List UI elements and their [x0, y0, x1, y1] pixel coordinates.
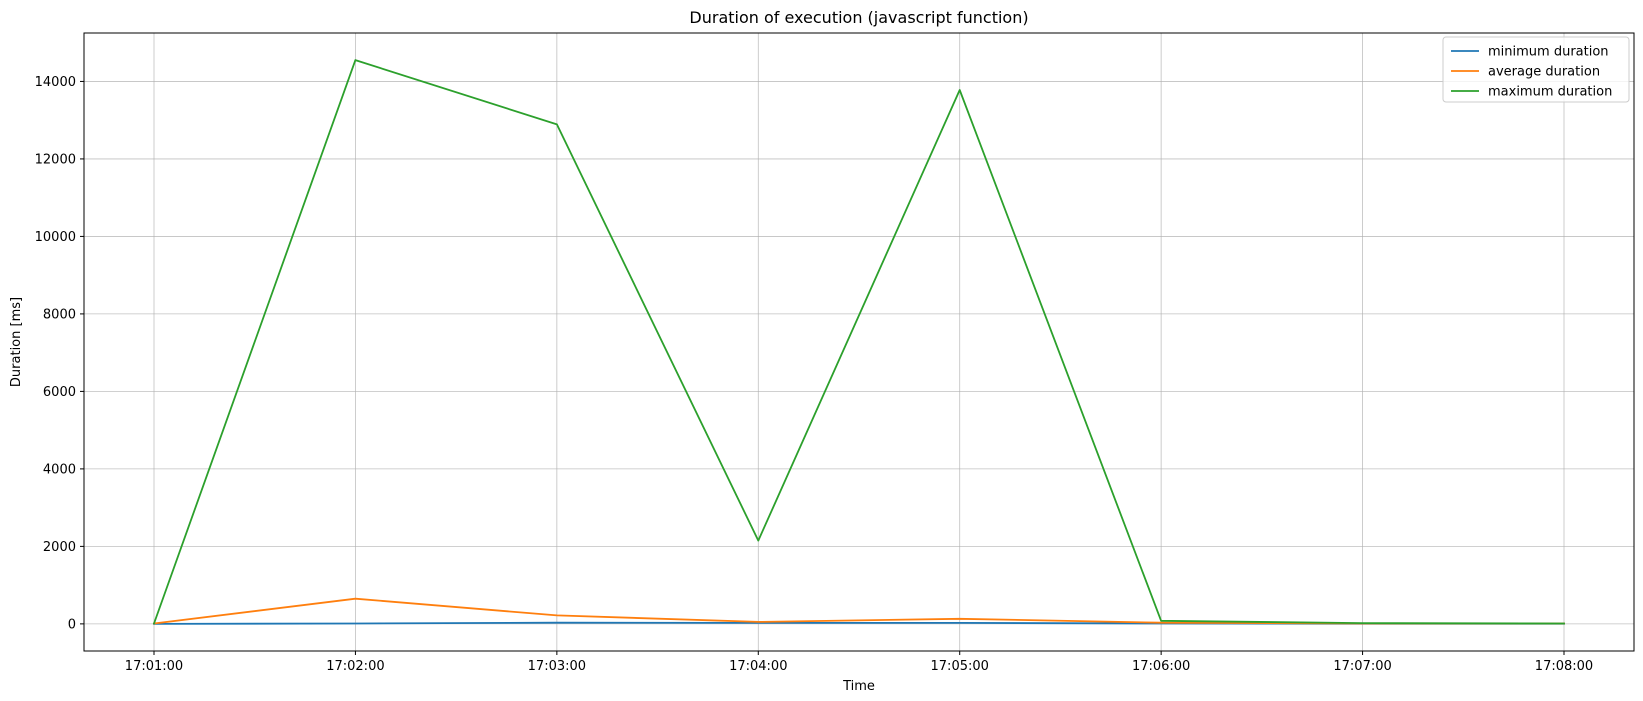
legend: minimum duration average duration maximum … — [1442, 36, 1630, 103]
series-line-maximum-duration — [152, 59, 1565, 625]
y-tick-label: 6000 — [43, 385, 76, 400]
y-tick-label: 4000 — [43, 462, 76, 477]
y-tick-label: 10000 — [35, 230, 76, 245]
y-axis-label: Duration [ms] — [9, 297, 24, 387]
legend-entry: maximum duration — [1488, 85, 1612, 100]
x-tick-label: 17:03:00 — [528, 659, 586, 674]
y-tick-label: 2000 — [43, 540, 76, 555]
plot-frame — [83, 32, 1635, 652]
x-tick-label: 17:02:00 — [326, 659, 384, 674]
plot-background — [84, 33, 1634, 651]
y-tick-label: 0 — [68, 617, 76, 632]
axis-ticks: 17:01:00 17:02:00 17:03:00 17:04:00 17:05:00… — [35, 75, 1594, 674]
x-axis-label: Time — [842, 679, 875, 694]
y-tick-label: 14000 — [35, 75, 76, 90]
legend-box — [1442, 36, 1630, 103]
x-tick-label: 17:01:00 — [125, 659, 183, 674]
x-tick-label: 17:05:00 — [931, 659, 989, 674]
legend-entry: minimum duration — [1488, 45, 1609, 60]
series-lines — [152, 59, 1565, 625]
x-tick-label: 17:06:00 — [1132, 659, 1190, 674]
x-tick-label: 17:08:00 — [1535, 659, 1593, 674]
legend-entry: average duration — [1488, 65, 1600, 80]
x-tick-label: 17:04:00 — [729, 659, 787, 674]
x-tick-label: 17:07:00 — [1333, 659, 1391, 674]
y-tick-label: 8000 — [43, 307, 76, 322]
y-tick-label: 12000 — [35, 152, 76, 167]
chart-title: Duration of execution (javascript functi… — [689, 8, 1028, 27]
